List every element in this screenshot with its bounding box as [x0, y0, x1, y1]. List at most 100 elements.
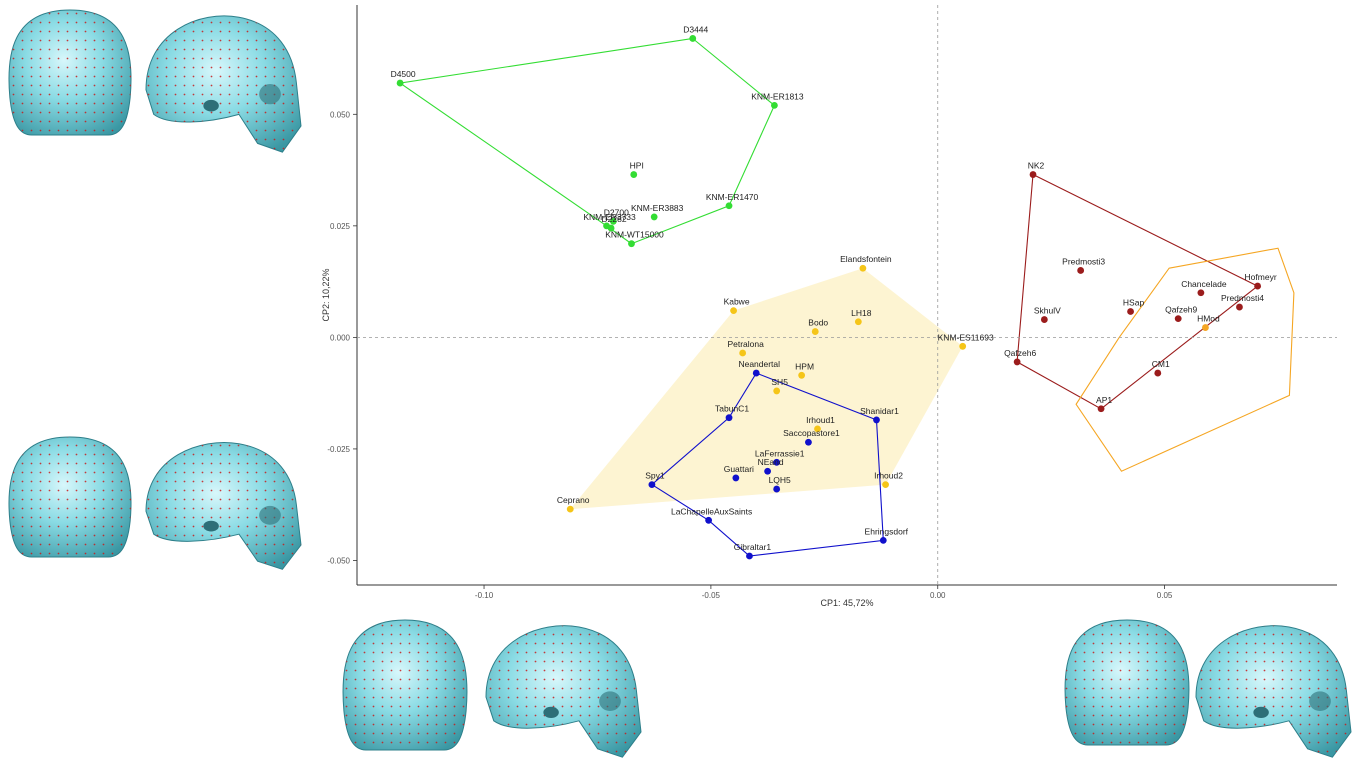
point-d4500 [396, 79, 404, 87]
label-irhoud1: Irhoud1 [806, 415, 835, 425]
point-irhoud2 [882, 481, 889, 489]
point-predmosti3 [1077, 267, 1085, 274]
point-hpm [798, 371, 806, 379]
point-knm-er1813 [771, 101, 778, 109]
y-tick-label: 0.050 [330, 110, 351, 119]
label-knm-es11693: KNM-ES11693 [938, 332, 994, 342]
reference-lines [357, 5, 1337, 585]
label-hsap: HSap [1123, 298, 1145, 308]
label-d3444: D3444 [683, 24, 708, 34]
point-saccopastore1 [805, 438, 812, 446]
point-lh18 [854, 318, 862, 326]
point-d3444 [689, 35, 697, 42]
label-ehringsdorf: Ehringsdorf [865, 526, 909, 536]
label-ap1: AP1 [1096, 395, 1112, 405]
x-tick-label: -0.10 [475, 591, 494, 600]
point-qafzeh9 [1174, 315, 1182, 323]
x-tick-label: -0.05 [702, 591, 721, 600]
label-neand: NEand [758, 457, 784, 467]
label-neandertal: Neandertal [738, 359, 780, 369]
label-petralona: Petralona [727, 339, 764, 349]
label-elandsfontein: Elandsfontein [840, 254, 892, 264]
point-chancelade [1197, 289, 1205, 297]
label-qafzeh6: Qafzeh6 [1004, 348, 1036, 358]
label-knm-er1470: KNM-ER1470 [706, 192, 759, 202]
point-d2700 [609, 217, 617, 225]
label-hpm: HPM [795, 361, 814, 371]
point-knm-er1470 [725, 202, 733, 210]
point-kabwe [730, 307, 737, 315]
skull-lateral-view [1195, 625, 1352, 758]
label-predmosti3: Predmosti3 [1062, 256, 1105, 266]
skull-pair-middle-left [8, 436, 302, 570]
label-cm1: CM1 [1152, 359, 1170, 369]
label-skhulv: SkhulV [1034, 306, 1061, 316]
point-skhulv [1040, 316, 1048, 323]
label-d2282: D2282 [602, 214, 627, 224]
point-neand [764, 467, 772, 475]
skull-front-view [1064, 619, 1190, 746]
label-hpi: HPI [630, 161, 644, 171]
point-lachapelleauxsaints [705, 516, 713, 524]
label-chancelade: Chancelade [1181, 279, 1227, 289]
label-ceprano: Ceprano [557, 495, 590, 505]
label-nk2: NK2 [1028, 161, 1045, 171]
skull-lateral-view [145, 442, 302, 570]
plot-frame [356, 5, 1337, 586]
label-irhoud2: Irhoud2 [874, 471, 903, 481]
label-gibraltar1: Gibraltar1 [734, 542, 772, 552]
point-laferrassie1 [773, 458, 781, 466]
point-guattari [732, 474, 740, 482]
skull-lateral-view [485, 625, 642, 758]
label-lh18: LH18 [851, 308, 872, 318]
point-lqh5 [773, 485, 781, 493]
axis-ticks: -0.10 -0.05 0.00 0.05 0.050 0.025 0.000 -0.025 -… [327, 110, 1173, 600]
label-kabwe: Kabwe [724, 297, 750, 307]
label-shanidar1: Shanidar1 [860, 406, 899, 416]
point-tabunc1 [725, 414, 733, 422]
y-tick-label: -0.050 [327, 556, 350, 565]
label-lachapelleauxsaints: LaChapelleAuxSaints [671, 506, 752, 516]
y-tick-label: 0.000 [330, 333, 351, 342]
point-irhoud1 [814, 425, 821, 433]
point-hpi [630, 171, 638, 178]
skull-front-view [342, 619, 468, 751]
point-hofmeyr [1254, 282, 1262, 290]
skull-lateral-view [145, 15, 302, 153]
label-qafzeh9: Qafzeh9 [1165, 305, 1197, 315]
point-knm-er3883 [650, 213, 658, 221]
skull-front-view [8, 436, 132, 558]
label-tabunc1: TabunC1 [715, 404, 749, 414]
x-axis-title: CP1: 45,72% [820, 598, 873, 608]
label-laferrassie1: LaFerrassie1 [755, 448, 805, 458]
label-spy1: Spy1 [645, 471, 665, 481]
point-spy1 [648, 481, 656, 489]
skull-pair-bottom-right [1064, 619, 1352, 758]
skull-pair-bottom-center [342, 619, 642, 758]
label-hofmeyr: Hofmeyr [1245, 272, 1277, 282]
label-saccopastore1: Saccopastore1 [783, 428, 840, 438]
label-predmosti4: Predmosti4 [1221, 293, 1264, 303]
label-sh5: SH5 [771, 377, 788, 387]
label-guattari: Guattari [724, 464, 754, 474]
skull-illustrations [8, 9, 1352, 758]
point-elandsfontein [859, 264, 867, 272]
group-hulls [398, 37, 1295, 557]
y-tick-label: -0.025 [327, 445, 350, 454]
group-hull-outline [650, 372, 884, 557]
label-hmod: HMod [1197, 314, 1220, 324]
point-ehringsdorf [879, 536, 887, 544]
y-tick-label: 0.025 [330, 222, 351, 231]
point-knm-wt15000 [628, 240, 635, 248]
point-hsap [1127, 308, 1134, 315]
point-bodo [811, 328, 819, 335]
point-shanidar1 [873, 416, 880, 424]
point-qafzeh6 [1013, 358, 1021, 366]
label-bodo: Bodo [808, 318, 828, 328]
label-d4500: D4500 [391, 69, 416, 79]
x-tick-label: 0.00 [930, 591, 946, 600]
point-ap1 [1097, 405, 1105, 413]
point-d2282 [607, 224, 615, 232]
